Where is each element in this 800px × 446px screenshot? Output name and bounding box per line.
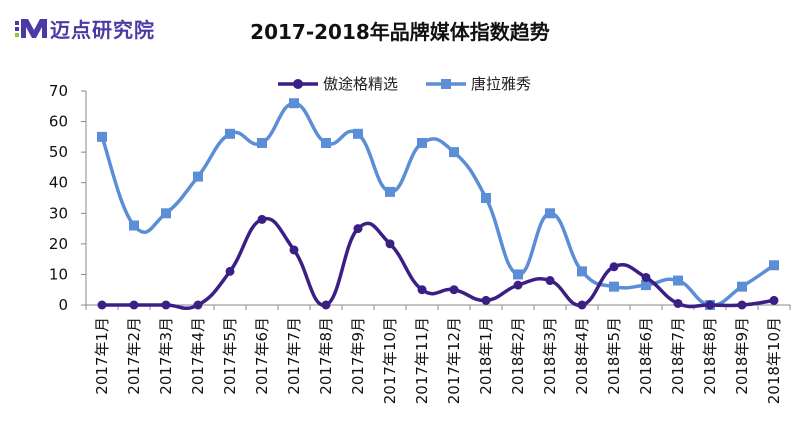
legend-swatch-marker bbox=[441, 79, 451, 89]
series-line bbox=[100, 101, 775, 307]
series-line bbox=[102, 216, 775, 310]
data-point bbox=[481, 295, 491, 305]
data-point bbox=[193, 300, 203, 310]
x-tick-label: 2017年9月 bbox=[349, 317, 367, 395]
data-point bbox=[673, 275, 683, 286]
data-point bbox=[673, 298, 683, 308]
y-tick-label: 10 bbox=[49, 265, 68, 283]
data-point bbox=[385, 239, 395, 249]
series-唐拉雅秀 bbox=[97, 98, 779, 310]
data-point bbox=[161, 300, 171, 310]
data-point bbox=[321, 137, 331, 148]
y-tick-label: 30 bbox=[49, 204, 68, 222]
x-axis-ticks: 2017年1月 2017年2月 2017年3月 2017年4月 2017年5月 2017年… bbox=[85, 305, 791, 404]
data-point bbox=[353, 128, 363, 139]
data-point bbox=[545, 208, 555, 219]
data-point bbox=[577, 300, 587, 310]
data-point bbox=[225, 266, 235, 276]
data-point bbox=[417, 285, 427, 295]
data-point bbox=[609, 281, 619, 292]
data-point bbox=[737, 281, 747, 292]
x-tick-label: 2018年6月 bbox=[637, 317, 655, 395]
series-layer bbox=[97, 98, 779, 310]
x-tick-label: 2018年4月 bbox=[573, 317, 591, 395]
logo-text: 迈点研究院 bbox=[50, 17, 155, 42]
data-point bbox=[449, 147, 459, 158]
data-point bbox=[417, 137, 427, 148]
legend: 傲途格精选 唐拉雅秀 bbox=[278, 75, 531, 93]
y-tick-label: 70 bbox=[49, 82, 68, 100]
x-tick-label: 2017年12月 bbox=[445, 317, 463, 404]
y-tick-label: 60 bbox=[49, 113, 68, 131]
x-tick-label: 2017年5月 bbox=[221, 317, 239, 395]
x-tick-label: 2017年3月 bbox=[157, 317, 175, 395]
x-tick-label: 2017年4月 bbox=[189, 317, 207, 395]
x-tick-label: 2018年2月 bbox=[509, 317, 527, 395]
logo: 迈点研究院 bbox=[14, 12, 155, 44]
chart-title: 2017-2018年品牌媒体指数趋势 bbox=[250, 20, 550, 44]
x-tick-label: 2017年1月 bbox=[93, 317, 111, 395]
data-point bbox=[161, 208, 171, 219]
x-tick-label: 2018年10月 bbox=[765, 317, 783, 404]
x-tick-label: 2018年9月 bbox=[733, 317, 751, 395]
legend-label: 唐拉雅秀 bbox=[471, 75, 531, 93]
data-point bbox=[129, 220, 139, 231]
data-point bbox=[97, 300, 107, 310]
y-tick-label: 20 bbox=[49, 235, 68, 253]
data-point bbox=[193, 171, 203, 182]
data-point bbox=[577, 266, 587, 277]
x-tick-label: 2017年10月 bbox=[381, 317, 399, 404]
x-tick-label: 2017年6月 bbox=[253, 317, 271, 395]
data-point bbox=[257, 137, 267, 148]
data-point bbox=[289, 98, 299, 109]
legend-swatch-marker bbox=[293, 79, 303, 89]
data-point bbox=[385, 186, 395, 197]
data-point bbox=[353, 224, 363, 234]
data-point bbox=[257, 214, 267, 224]
data-point bbox=[321, 300, 331, 310]
axes bbox=[85, 91, 790, 306]
data-point bbox=[225, 128, 235, 139]
x-tick-label: 2018年7月 bbox=[669, 317, 687, 395]
data-point bbox=[641, 280, 651, 291]
data-point bbox=[449, 285, 459, 295]
x-tick-label: 2018年5月 bbox=[605, 317, 623, 395]
y-tick-label: 40 bbox=[49, 174, 68, 192]
x-tick-label: 2017年2月 bbox=[125, 317, 143, 395]
x-tick-label: 2018年3月 bbox=[541, 317, 559, 395]
data-point bbox=[513, 269, 523, 280]
data-point bbox=[641, 272, 651, 282]
x-tick-label: 2017年8月 bbox=[317, 317, 335, 395]
x-tick-label: 2018年8月 bbox=[701, 317, 719, 395]
data-point bbox=[289, 245, 299, 255]
data-point bbox=[97, 131, 107, 142]
x-tick-label: 2017年11月 bbox=[413, 317, 431, 404]
y-axis-ticks: 0 10 20 30 40 50 60 70 bbox=[49, 82, 86, 314]
data-point bbox=[737, 300, 747, 310]
data-point bbox=[609, 262, 619, 272]
data-point bbox=[769, 295, 779, 305]
data-point bbox=[129, 300, 139, 310]
data-point bbox=[545, 276, 555, 286]
x-tick-label: 2018年1月 bbox=[477, 317, 495, 395]
data-point bbox=[513, 280, 523, 290]
legend-label: 傲途格精选 bbox=[323, 75, 398, 93]
series-傲途格精选 bbox=[97, 214, 779, 310]
data-point bbox=[705, 300, 715, 310]
data-point bbox=[769, 260, 779, 271]
x-tick-label: 2017年7月 bbox=[285, 317, 303, 395]
data-point bbox=[481, 193, 491, 203]
logo-mark-icon bbox=[15, 19, 47, 38]
y-tick-label: 50 bbox=[49, 143, 68, 161]
y-tick-label: 0 bbox=[58, 296, 68, 314]
